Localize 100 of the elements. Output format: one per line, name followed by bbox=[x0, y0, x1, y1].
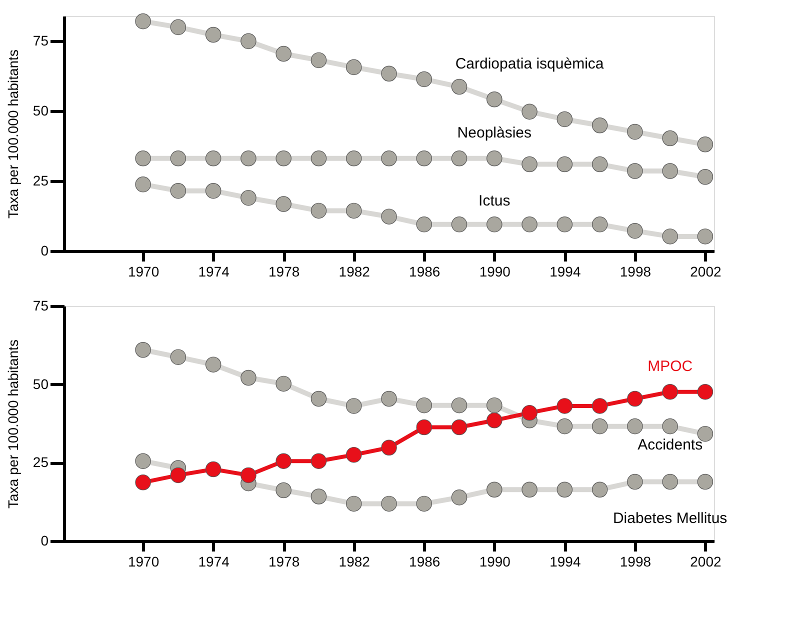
point bbox=[486, 482, 502, 498]
point bbox=[451, 78, 468, 95]
x-tick-label: 1986 bbox=[409, 264, 440, 280]
point bbox=[522, 404, 538, 421]
y-tick-label: 75 bbox=[32, 298, 49, 314]
point bbox=[451, 150, 468, 166]
point bbox=[627, 418, 643, 434]
point bbox=[662, 228, 678, 244]
point bbox=[556, 111, 573, 128]
point bbox=[276, 376, 292, 392]
point bbox=[205, 150, 222, 166]
y-tick-label: 75 bbox=[32, 32, 49, 49]
x-tick-label: 1990 bbox=[479, 264, 511, 280]
point bbox=[276, 46, 292, 62]
x-tick-label: 1970 bbox=[128, 264, 160, 280]
point bbox=[346, 496, 362, 512]
point bbox=[416, 397, 432, 414]
series-label: Neoplàsies bbox=[457, 124, 532, 142]
point bbox=[170, 150, 186, 166]
y-tick-label: 50 bbox=[32, 376, 49, 392]
point bbox=[662, 418, 678, 434]
point bbox=[662, 130, 678, 146]
point bbox=[522, 216, 538, 232]
point bbox=[346, 398, 362, 414]
point bbox=[276, 453, 292, 469]
point bbox=[346, 59, 362, 76]
series-label: Diabetes Mellitus bbox=[612, 510, 728, 527]
point bbox=[451, 419, 468, 436]
x-tick-label: 1978 bbox=[268, 554, 300, 570]
point bbox=[697, 384, 714, 400]
x-tick-label: 1998 bbox=[620, 554, 652, 570]
point bbox=[310, 453, 327, 469]
point bbox=[627, 390, 643, 407]
point bbox=[276, 196, 292, 212]
x-tick-label: 1998 bbox=[620, 264, 652, 280]
point bbox=[381, 496, 397, 512]
point bbox=[451, 490, 468, 506]
point bbox=[170, 182, 186, 199]
point bbox=[205, 26, 222, 43]
point bbox=[486, 216, 502, 232]
series-label: Cardiopatia isquèmica bbox=[455, 56, 604, 73]
point bbox=[170, 467, 186, 484]
point bbox=[310, 488, 327, 504]
point bbox=[276, 150, 292, 166]
point bbox=[240, 150, 256, 166]
point bbox=[205, 356, 222, 372]
point bbox=[697, 168, 714, 185]
point bbox=[170, 349, 186, 365]
point bbox=[170, 19, 186, 36]
point bbox=[346, 446, 362, 463]
y-axis-title: Taxa per 100.000 habitants bbox=[4, 340, 21, 508]
x-tick-label: 1990 bbox=[479, 554, 511, 570]
x-tick-label: 1982 bbox=[338, 554, 370, 570]
x-tick-label: 1970 bbox=[128, 554, 160, 570]
x-tick-label: 2002 bbox=[690, 264, 722, 280]
point bbox=[416, 150, 432, 166]
point bbox=[416, 71, 432, 88]
point bbox=[556, 418, 573, 434]
point bbox=[240, 33, 256, 50]
x-tick-label: 2002 bbox=[690, 554, 722, 570]
point bbox=[697, 474, 714, 490]
point bbox=[662, 474, 678, 490]
point bbox=[381, 66, 397, 82]
point bbox=[416, 419, 432, 436]
point bbox=[135, 150, 151, 166]
point bbox=[486, 150, 502, 166]
x-tick-label: 1994 bbox=[550, 554, 581, 570]
series-label: MPOC bbox=[648, 358, 693, 375]
point bbox=[522, 482, 538, 498]
point bbox=[310, 150, 327, 166]
point bbox=[416, 496, 432, 512]
point bbox=[662, 163, 678, 179]
point bbox=[205, 182, 222, 199]
point bbox=[592, 418, 608, 434]
y-tick-label: 25 bbox=[32, 172, 49, 189]
point bbox=[135, 474, 151, 490]
x-tick-label: 1994 bbox=[550, 264, 581, 280]
y-tick-label: 0 bbox=[40, 532, 49, 548]
point bbox=[592, 482, 608, 498]
point bbox=[697, 136, 714, 152]
point bbox=[522, 156, 538, 172]
point bbox=[627, 474, 643, 490]
point bbox=[592, 398, 608, 414]
point bbox=[135, 176, 151, 192]
x-tick-label: 1978 bbox=[268, 264, 300, 280]
point bbox=[592, 216, 608, 232]
point bbox=[240, 190, 256, 206]
point bbox=[346, 150, 362, 166]
point bbox=[486, 412, 502, 428]
point bbox=[205, 461, 222, 478]
point bbox=[662, 384, 678, 400]
point bbox=[240, 370, 256, 386]
point bbox=[135, 13, 151, 30]
x-tick-label: 1974 bbox=[198, 554, 230, 570]
point bbox=[310, 202, 327, 219]
x-tick-label: 1974 bbox=[198, 264, 230, 280]
y-tick-label: 25 bbox=[32, 454, 49, 470]
point bbox=[135, 342, 151, 358]
series-label: Ictus bbox=[478, 192, 510, 210]
point bbox=[135, 453, 151, 469]
